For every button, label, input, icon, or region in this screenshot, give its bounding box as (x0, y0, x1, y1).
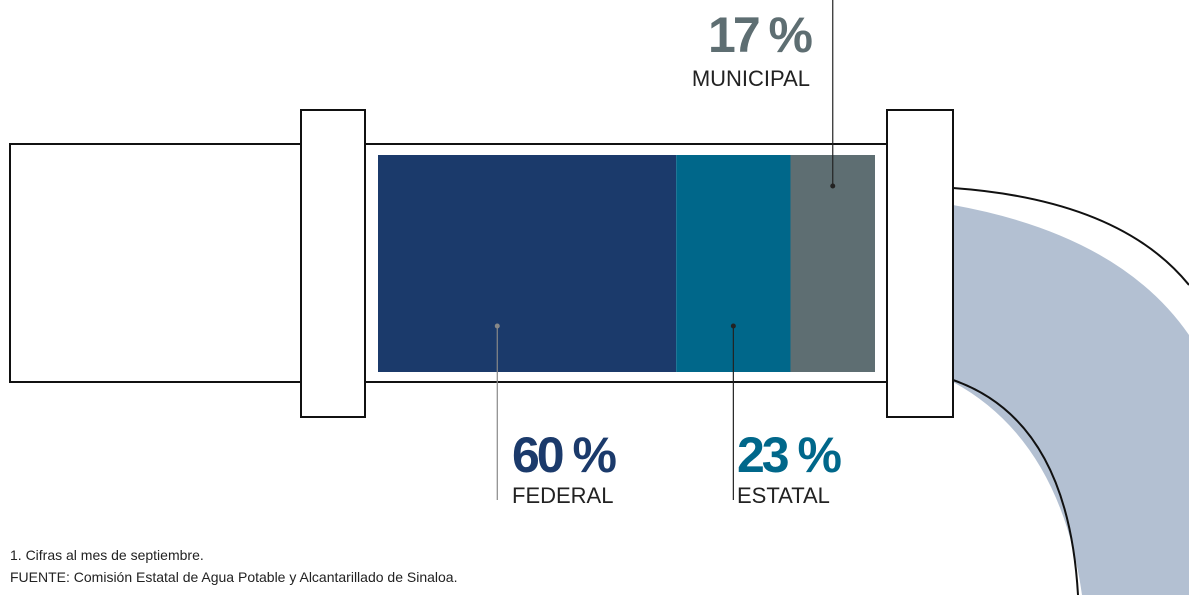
series-name: FEDERAL (512, 483, 613, 508)
pipe-outline (952, 379, 1079, 595)
pipe-left (9, 143, 303, 383)
leader-dot (730, 323, 736, 329)
pipe-outline (952, 187, 1189, 286)
leader-dot (830, 183, 836, 189)
value-label: 23 % (737, 427, 842, 483)
flange (886, 109, 954, 418)
series-name: MUNICIPAL (692, 66, 810, 91)
bar-segment (790, 155, 875, 372)
note: 1. Cifras al mes de septiembre. (10, 547, 204, 563)
series-name: ESTATAL (737, 483, 830, 508)
curved-pipe (953, 205, 1189, 595)
note: FUENTE: Comisión Estatal de Agua Potable… (10, 569, 457, 585)
leader-dot (494, 323, 500, 329)
flange (300, 109, 366, 418)
value-label: 60 % (512, 427, 617, 483)
bar-segment (378, 155, 677, 372)
value-label: 17 % (708, 7, 813, 63)
